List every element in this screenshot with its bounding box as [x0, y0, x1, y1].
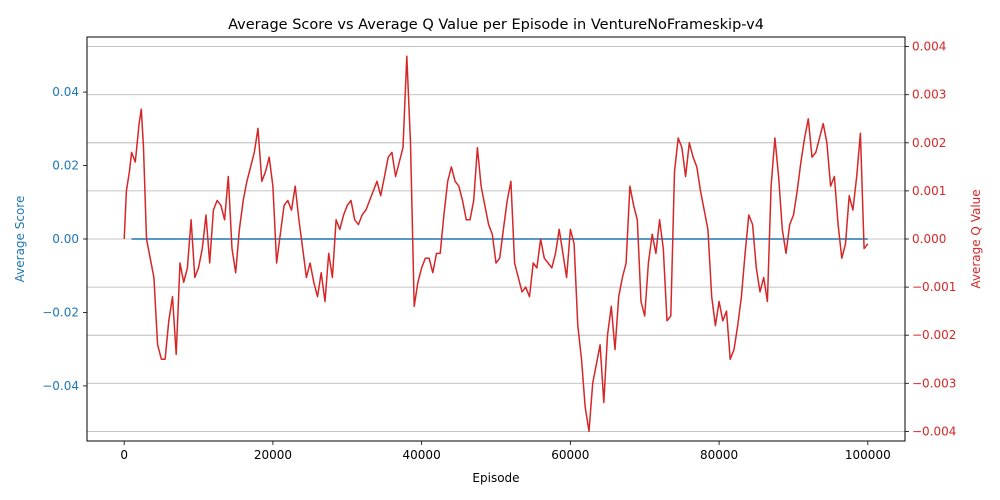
x-tick-label: 40000: [403, 448, 441, 462]
y-left-tick-label: −0.02: [42, 305, 79, 319]
y-right-tick-label: 0.000: [912, 232, 946, 246]
y-left-tick-label: 0.02: [52, 159, 79, 173]
y-left-tick-label: −0.04: [42, 379, 79, 393]
y-left-tick-label: 0.00: [52, 232, 79, 246]
series-lines: [123, 55, 869, 433]
y-axis-left-title: Average Score: [13, 196, 27, 283]
y-right-tick-label: −0.002: [912, 328, 956, 342]
y-axis-left: −0.04 −0.02 0.00 0.02 0.04: [42, 85, 87, 393]
y-right-tick-label: 0.004: [912, 40, 946, 54]
y-axis-right-title: Average Q Value: [969, 189, 983, 288]
x-axis: 0 20000 40000 60000 80000 100000: [120, 441, 891, 462]
y-right-tick-label: −0.003: [912, 376, 956, 390]
x-tick-label: 100000: [845, 448, 891, 462]
y-right-tick-label: 0.002: [912, 136, 946, 150]
y-right-tick-label: 0.003: [912, 88, 946, 102]
x-tick-label: 60000: [551, 448, 589, 462]
y-axis-right: −0.004 −0.003 −0.002 −0.001 0.000 0.001 0.002 0…: [905, 40, 956, 438]
y-right-tick-label: 0.001: [912, 184, 946, 198]
y-right-tick-label: −0.004: [912, 424, 956, 438]
average-q-value-line: [123, 55, 869, 433]
x-tick-label: 80000: [700, 448, 738, 462]
y-right-tick-label: −0.001: [912, 280, 956, 294]
x-tick-label: 0: [120, 448, 128, 462]
x-axis-title: Episode: [472, 471, 519, 485]
grid-lines: [87, 46, 905, 432]
y-left-tick-label: 0.04: [52, 85, 79, 99]
chart-title: Average Score vs Average Q Value per Epi…: [228, 17, 764, 33]
x-tick-label: 20000: [254, 448, 292, 462]
